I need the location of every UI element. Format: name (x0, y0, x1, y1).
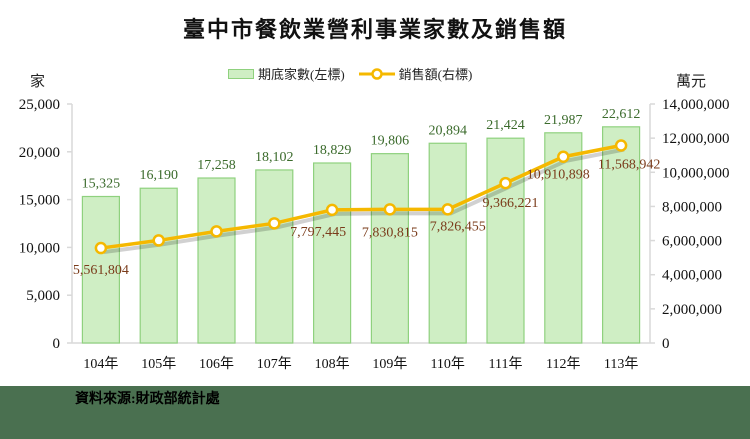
bar (486, 137, 525, 344)
bar-value-label: 17,258 (197, 158, 236, 173)
line-value-label: 7,826,455 (430, 219, 486, 234)
bar-value-label: 20,894 (428, 123, 467, 138)
right-tick-label: 10,000,000 (662, 165, 730, 181)
bar-value-label: 22,612 (602, 107, 641, 122)
bar (255, 169, 294, 344)
line-value-label: 11,568,942 (598, 158, 660, 173)
right-tick-label: 14,000,000 (662, 97, 730, 113)
x-category-label: 111年 (489, 356, 523, 372)
bar (428, 142, 467, 344)
source-note: 資料來源:財政部統計處 (75, 392, 220, 407)
left-axis-unit: 家 (30, 74, 46, 90)
left-tick-label: 0 (53, 336, 61, 352)
line-marker (614, 139, 628, 152)
line-value-label: 5,561,804 (73, 263, 129, 278)
line-value-label: 10,910,898 (527, 168, 590, 183)
right-tick-label: 6,000,000 (662, 234, 722, 250)
left-tick-label: 5,000 (26, 288, 60, 304)
line-marker (210, 225, 223, 238)
x-category-label: 106年 (199, 356, 234, 372)
bar-value-label: 18,102 (255, 150, 294, 165)
right-axis-unit: 萬元 (676, 74, 707, 90)
line-value-label: 7,830,815 (362, 225, 418, 240)
x-category-label: 105年 (141, 356, 176, 372)
legend-item-bar: 期底家數(左標) (228, 64, 345, 83)
line-marker (268, 217, 281, 230)
chart-plot: 0 5,000 10,000 15,000 20,000 25,000 0 2,000,000… (19, 97, 730, 372)
line-marker (325, 203, 339, 217)
bar-value-label: 19,806 (371, 134, 410, 149)
x-category-label: 108年 (315, 356, 350, 372)
x-category-label: 104年 (83, 356, 118, 372)
x-category-label: 107年 (257, 356, 292, 372)
line-marker (441, 203, 454, 216)
bar (544, 132, 583, 344)
line-value-label: 7,797,445 (290, 225, 346, 240)
line-marker (152, 234, 165, 247)
bar-value-label: 21,987 (544, 113, 583, 128)
line-marker (557, 150, 570, 163)
sales-line (100, 143, 622, 250)
right-tick-label: 2,000,000 (662, 302, 722, 318)
left-tick-label: 10,000 (19, 240, 60, 256)
x-category-label: 113年 (604, 356, 638, 372)
bar (197, 177, 236, 344)
line-marker (383, 203, 397, 216)
legend-bar-label: 期底家數(左標) (258, 67, 345, 82)
bar (139, 187, 178, 344)
footer-band: 資料來源:財政部統計處 (0, 386, 750, 439)
bar-value-label: 21,424 (486, 118, 525, 133)
line-value-label: 9,366,221 (483, 196, 539, 211)
bar-swatch-icon (228, 68, 254, 79)
right-tick-label: 4,000,000 (662, 268, 722, 284)
bar (81, 195, 121, 344)
legend: 期底家數(左標) 銷售額(右標) (228, 64, 486, 83)
left-tick-label: 15,000 (19, 193, 60, 209)
legend-line-label: 銷售額(右標) (398, 67, 473, 82)
line-marker-icon (358, 67, 395, 80)
bar (370, 153, 409, 344)
x-category-label: 109年 (372, 356, 407, 372)
x-category-label: 112年 (546, 356, 580, 372)
right-tick-label: 12,000,000 (662, 131, 730, 147)
bar-value-label: 15,325 (82, 176, 121, 191)
bar (313, 162, 352, 344)
x-category-label: 110年 (430, 356, 464, 372)
line-marker (94, 241, 108, 255)
chart-title: 臺中市餐飲業營利事業家數及銷售額 (182, 17, 567, 42)
bar-value-label: 18,829 (313, 143, 352, 158)
legend-item-line: 銷售額(右標) (358, 64, 473, 83)
bar (601, 126, 641, 344)
line-marker (499, 176, 512, 190)
right-tick-label: 8,000,000 (662, 199, 722, 215)
right-tick-label: 0 (662, 336, 670, 352)
left-tick-label: 25,000 (19, 97, 60, 113)
bar-value-label: 16,190 (139, 168, 178, 183)
left-tick-label: 20,000 (19, 145, 60, 161)
